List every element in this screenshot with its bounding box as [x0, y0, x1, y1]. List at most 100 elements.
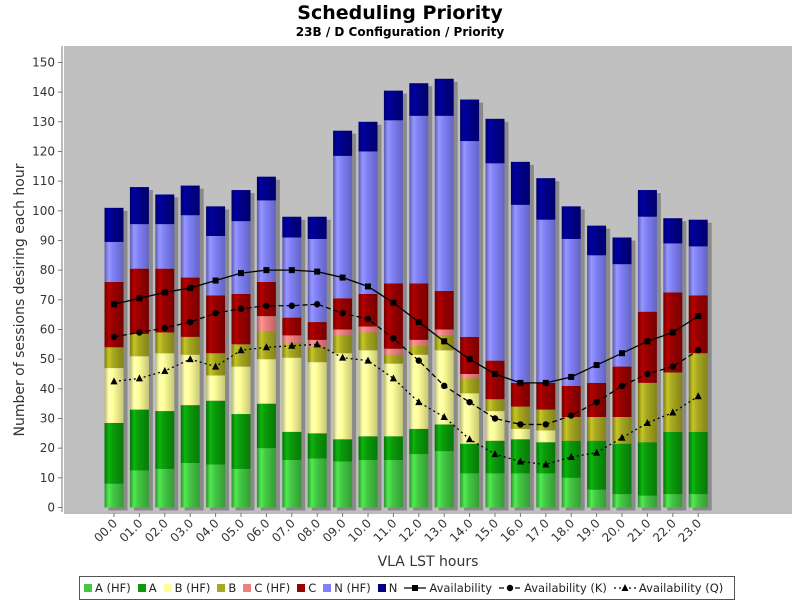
y-tick-label: 90: [40, 233, 55, 247]
point-availability-02.0: [161, 289, 168, 296]
point-availability-q-19.0: [593, 448, 601, 456]
bar-n-19.0: [587, 225, 607, 256]
y-tick-label: 100: [32, 204, 55, 218]
bar-a-hf-17.0: [536, 473, 556, 508]
bar-c-hf-14.0: [460, 373, 480, 379]
bar-n-13.0: [434, 78, 454, 116]
bar-b-12.0: [409, 345, 429, 355]
point-availability-k-04.0: [212, 309, 219, 317]
bar-a-00.0: [104, 422, 124, 484]
legend-label: C (HF): [254, 581, 291, 595]
bar-a-13.0: [434, 424, 454, 452]
bar-b-20.0: [612, 417, 632, 444]
point-availability-q-16.0: [516, 457, 524, 465]
bar-n-18.0: [561, 206, 581, 239]
point-availability-q-23.0: [694, 392, 702, 400]
bar-c-23.0: [688, 295, 708, 354]
point-availability-k-18.0: [568, 412, 575, 419]
point-availability-q-08.0: [313, 340, 321, 348]
bar-n-hf-04.0: [206, 236, 226, 296]
y-tick-label: 120: [32, 144, 55, 158]
bar-a-hf-10.0: [358, 460, 378, 508]
bar-n-03.0: [180, 185, 200, 216]
bar-n-hf-13.0: [434, 115, 454, 291]
bar-a-hf-07.0: [282, 460, 302, 508]
bar-n-hf-03.0: [180, 215, 200, 278]
y-tick-label: 0: [47, 501, 55, 515]
y-tick-label: 130: [32, 115, 55, 129]
bar-b-21.0: [637, 382, 657, 443]
point-availability-k-20.0: [618, 382, 626, 390]
bar-b-hf-00.0: [104, 368, 124, 423]
bar-b-hf-05.0: [231, 366, 251, 415]
point-availability-q-00.0: [110, 377, 118, 385]
point-availability-k-00.0: [110, 333, 118, 341]
x-tick-label: 03.0: [168, 516, 197, 545]
bar-a-19.0: [587, 440, 607, 490]
bar-n-hf-15.0: [485, 163, 505, 361]
bar-a-hf-21.0: [637, 495, 657, 508]
bar-b-hf-12.0: [409, 354, 429, 429]
bar-c-13.0: [434, 290, 454, 330]
point-availability-22.0: [669, 329, 676, 336]
bar-c-06.0: [256, 282, 276, 317]
point-availability-05.0: [238, 270, 244, 277]
point-availability-q-13.0: [440, 413, 448, 421]
x-tick-label: 19.0: [574, 516, 603, 545]
bar-a-hf-04.0: [206, 464, 226, 508]
point-availability-09.0: [339, 274, 346, 281]
y-tick-label: 50: [40, 352, 55, 366]
y-tick-label: 70: [40, 293, 55, 307]
bar-a-06.0: [256, 403, 276, 449]
x-tick-label: 04.0: [193, 516, 222, 545]
point-availability-k-21.0: [644, 370, 651, 378]
point-availability-23.0: [695, 313, 702, 320]
point-availability-q-02.0: [161, 367, 169, 375]
point-availability-k-10.0: [364, 315, 372, 323]
x-tick-label: 06.0: [244, 516, 273, 545]
point-availability-k-19.0: [593, 398, 600, 406]
legend-item: B (HF): [163, 581, 210, 595]
line-availability-q: [113, 343, 699, 466]
y-tick-label: 20: [40, 441, 55, 455]
bar-n-hf-21.0: [637, 216, 657, 312]
bar-c-04.0: [206, 295, 226, 354]
legend-item: Availability (K): [499, 581, 607, 595]
point-availability-q-05.0: [237, 346, 245, 354]
bar-c-hf-13.0: [434, 329, 454, 336]
bar-a-10.0: [358, 436, 378, 461]
bar-a-hf-18.0: [561, 477, 581, 508]
bar-n-hf-06.0: [256, 200, 276, 283]
bar-n-21.0: [637, 190, 657, 217]
bar-c-hf-07.0: [282, 335, 302, 343]
x-tick-label: 00.0: [91, 516, 120, 545]
bar-a-hf-15.0: [485, 473, 505, 508]
bar-a-11.0: [383, 436, 403, 461]
bars-layer: [104, 78, 712, 511]
legend-swatch: [163, 584, 172, 592]
bar-a-20.0: [612, 443, 632, 495]
bar-a-hf-08.0: [307, 458, 327, 508]
bar-n-hf-08.0: [307, 238, 327, 323]
point-availability-11.0: [390, 299, 397, 306]
bar-b-08.0: [307, 347, 327, 363]
bar-b-hf-11.0: [383, 363, 403, 437]
point-availability-k-14.0: [466, 398, 473, 406]
y-tick-label: 30: [40, 411, 55, 425]
point-availability-k-16.0: [517, 421, 524, 428]
bar-n-hf-00.0: [104, 241, 124, 283]
bar-n-05.0: [231, 190, 251, 222]
bar-n-02.0: [155, 194, 175, 225]
bar-n-07.0: [282, 216, 302, 238]
chart-subtitle: 23B / D Configuration / Priority: [295, 25, 505, 39]
bar-n-hf-14.0: [460, 141, 480, 337]
x-axis: 00.001.002.003.004.005.006.007.008.009.0…: [64, 512, 792, 545]
bar-a-hf-03.0: [180, 462, 200, 508]
chart-plot: 0 10 20 30 40 50 60 70 80 90 100 110 120 130 140 150 00…: [12, 46, 792, 570]
bar-n-hf-02.0: [155, 224, 175, 269]
bar-b-hf-14.0: [460, 393, 480, 444]
bar-b-hf-03.0: [180, 354, 200, 406]
legend-swatch: [297, 584, 306, 592]
bar-c-hf-12.0: [409, 339, 429, 346]
x-tick-label: 13.0: [422, 516, 451, 545]
